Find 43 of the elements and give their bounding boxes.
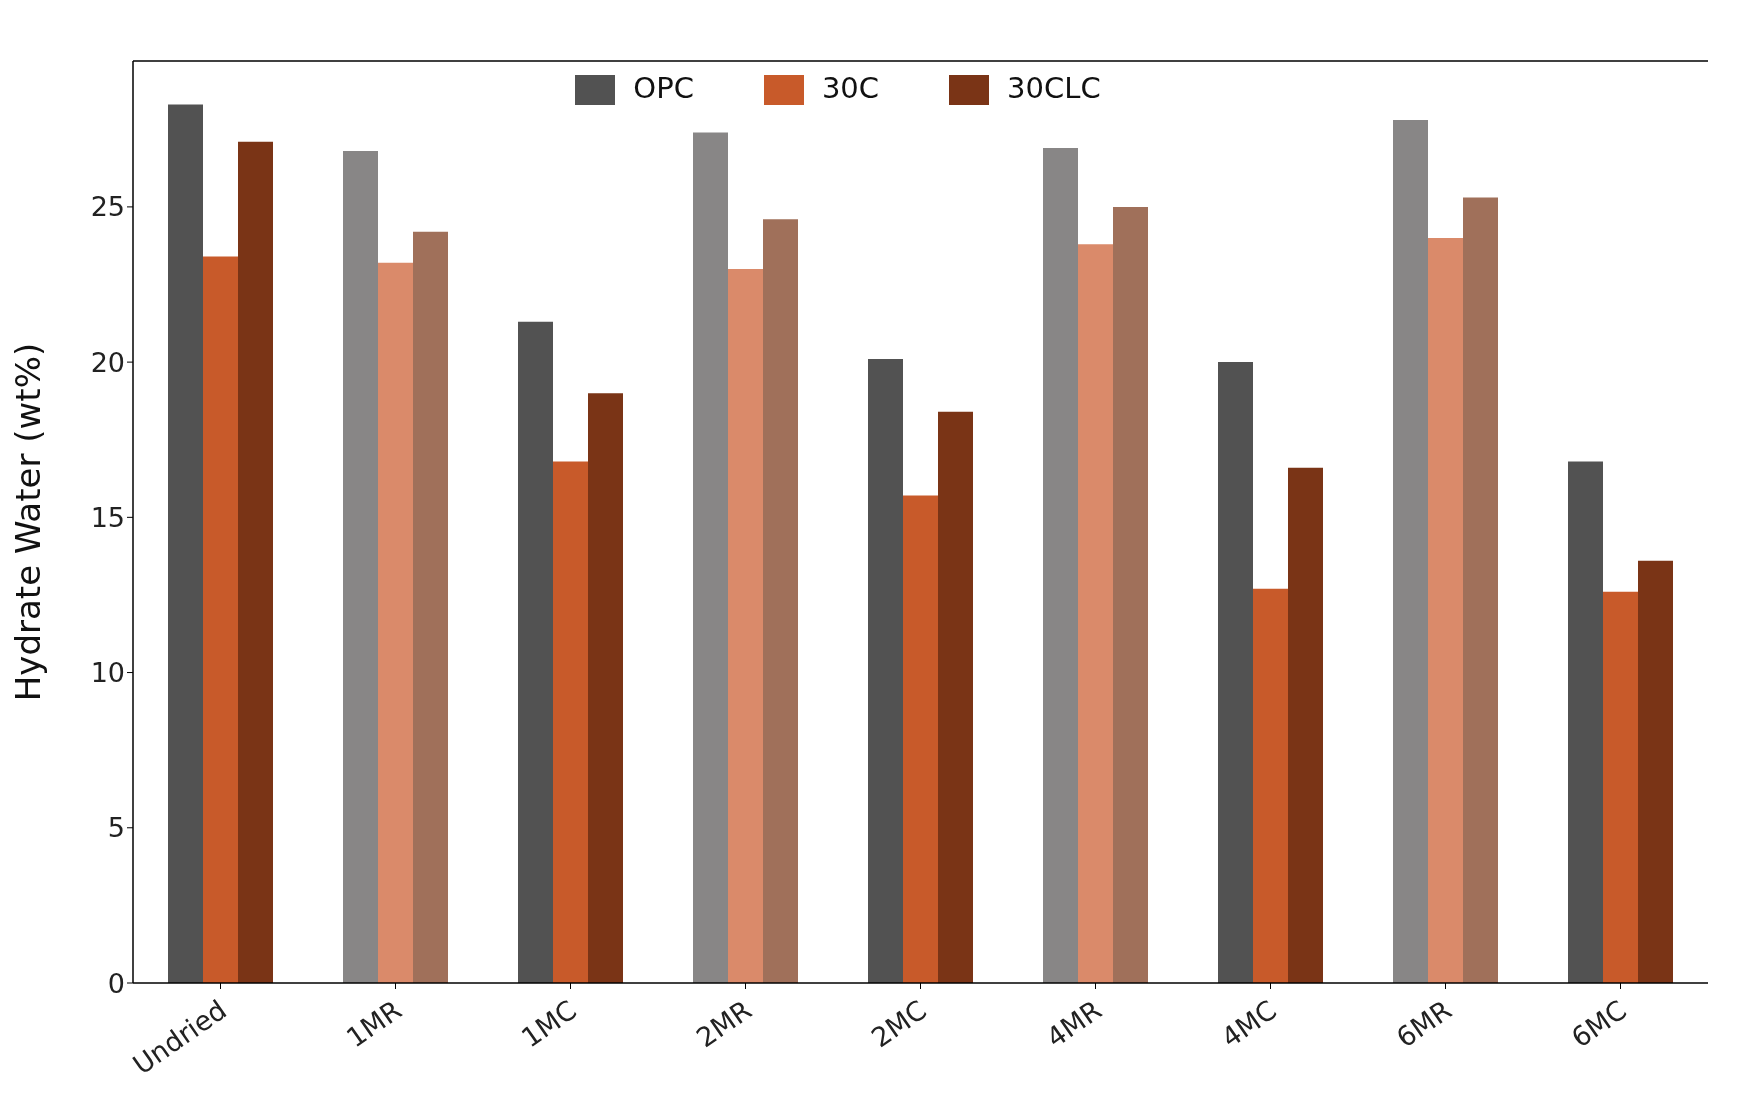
bar	[238, 141, 273, 983]
bar	[1218, 362, 1253, 983]
bar	[1463, 197, 1498, 983]
x-tick-label: 1MR	[340, 993, 407, 1054]
x-tick-label: 4MC	[1215, 993, 1282, 1054]
bar	[1393, 119, 1428, 983]
bar	[1078, 244, 1113, 983]
bar	[413, 231, 448, 983]
y-tick-label: 5	[107, 812, 125, 844]
x-tick-label: 6MC	[1565, 993, 1632, 1054]
y-tick-label: 20	[90, 346, 125, 378]
y-tick-label: 10	[90, 657, 125, 689]
bar	[168, 104, 203, 983]
bar	[728, 268, 763, 983]
bar	[518, 321, 553, 983]
y-tick-label: 0	[107, 967, 125, 999]
bar	[378, 262, 413, 983]
bar	[1428, 237, 1463, 983]
bar	[1043, 147, 1078, 983]
bar	[1113, 206, 1148, 983]
y-axis-title: Hydrate Water (wt%)	[8, 342, 49, 702]
bar	[763, 219, 798, 983]
x-tick-label: 6MR	[1390, 993, 1457, 1054]
bar	[203, 256, 238, 983]
x-tick-label: 4MR	[1040, 993, 1107, 1054]
bar	[1288, 467, 1323, 983]
bar	[588, 393, 623, 983]
legend-label: 30CLC	[1007, 71, 1101, 105]
bar	[343, 151, 378, 983]
bar	[1603, 591, 1638, 983]
bar	[938, 411, 973, 983]
legend-label: 30C	[821, 71, 880, 105]
bar	[1638, 560, 1673, 983]
legend-label: OPC	[633, 71, 694, 105]
bar	[693, 132, 728, 983]
y-tick-label: 25	[90, 191, 125, 223]
bar	[553, 461, 588, 983]
x-tick-label: 2MR	[690, 993, 757, 1054]
y-tick-label: 15	[90, 501, 125, 533]
bar	[1253, 588, 1288, 983]
bar	[903, 495, 938, 983]
bar	[868, 359, 903, 983]
bar	[1568, 461, 1603, 983]
